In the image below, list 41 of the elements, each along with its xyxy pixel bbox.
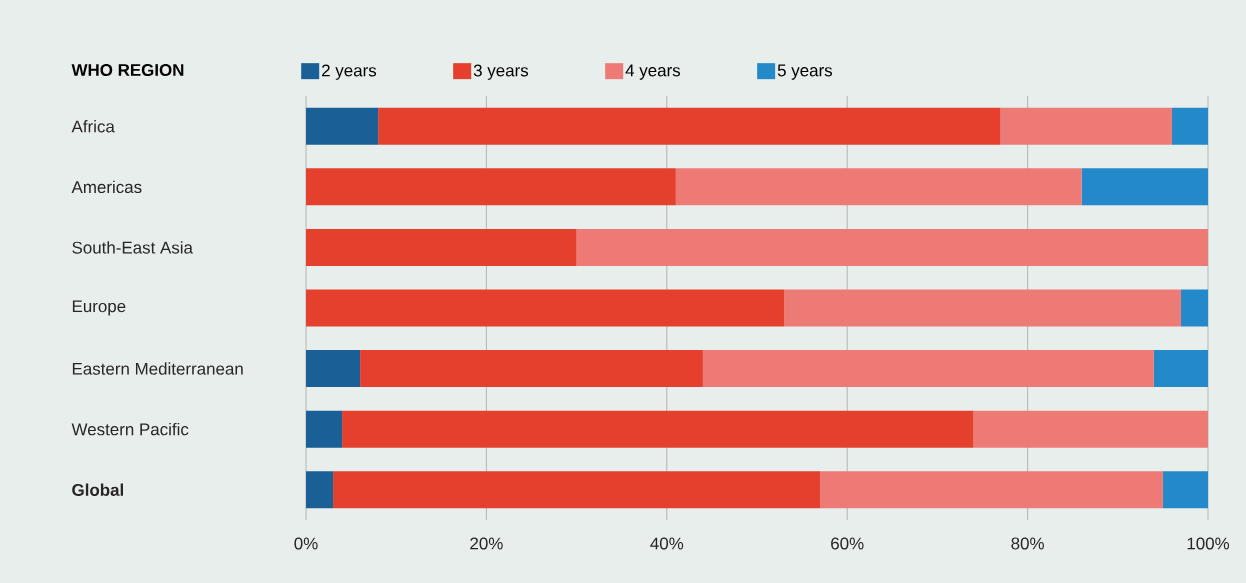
bar <box>1180 289 1209 327</box>
x-tick-label: 20% <box>470 537 503 550</box>
bar <box>342 410 974 448</box>
y-tick-label: Americas <box>71 180 142 194</box>
y-tick-label: South-East Asia <box>72 241 193 254</box>
bar <box>784 289 1181 327</box>
bar <box>576 228 1209 266</box>
bar <box>306 289 785 327</box>
bar <box>1171 107 1209 145</box>
bar <box>306 350 361 388</box>
x-tick-label: 0% <box>294 537 318 550</box>
bar <box>306 168 676 206</box>
legend-label: 3 years <box>473 64 529 80</box>
y-tick-label: Eastern Mediterranean <box>72 362 243 375</box>
bar <box>360 350 703 388</box>
bar <box>1162 471 1209 509</box>
bar <box>1153 350 1209 388</box>
bar <box>973 410 1209 448</box>
bar <box>306 107 379 145</box>
bar <box>675 168 1082 206</box>
bar <box>306 410 343 448</box>
y-tick-label: Global <box>72 483 124 496</box>
legend-title: WHO REGION <box>71 63 184 76</box>
bar <box>333 471 821 509</box>
x-tick-label: 40% <box>650 537 684 550</box>
bar <box>702 350 1154 388</box>
legend-label: 4 years <box>625 64 681 80</box>
bar <box>1000 107 1172 145</box>
bar <box>378 107 1001 145</box>
legend-label: 2 years <box>322 64 377 80</box>
x-tick-label: 100% <box>1187 537 1230 550</box>
bar <box>306 228 577 266</box>
bar <box>306 471 334 509</box>
bar <box>820 471 1163 509</box>
x-tick-label: 80% <box>1011 537 1044 550</box>
y-tick-label: Africa <box>71 120 115 133</box>
y-tick-label: Europe <box>72 300 126 316</box>
y-tick-label: Western Pacific <box>71 422 189 436</box>
x-tick-label: 60% <box>831 537 864 550</box>
bar <box>1081 168 1209 206</box>
legend-label: 5 years <box>777 64 833 80</box>
